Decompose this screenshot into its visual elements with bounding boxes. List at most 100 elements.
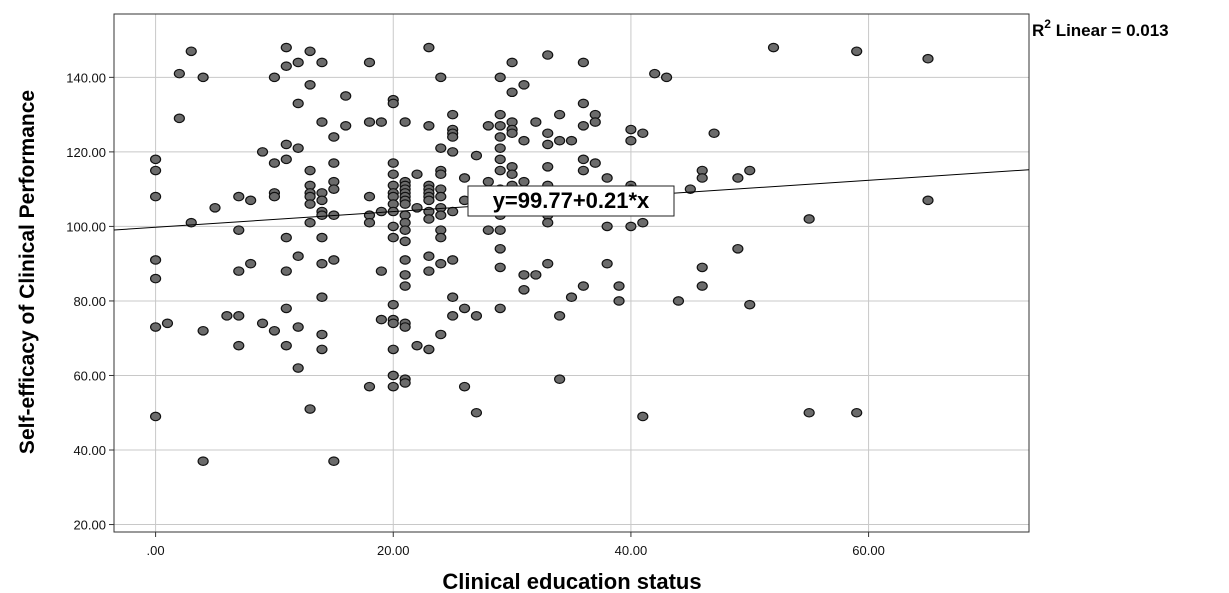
data-point	[423, 214, 435, 224]
data-point	[637, 128, 649, 139]
data-point	[161, 318, 174, 329]
data-point	[280, 154, 292, 165]
data-point	[494, 132, 506, 142]
data-point	[233, 191, 245, 202]
data-point	[744, 165, 756, 176]
data-point	[423, 195, 435, 206]
data-point	[435, 169, 447, 180]
data-point	[316, 292, 328, 303]
data-point	[149, 322, 162, 332]
data-point	[387, 370, 399, 381]
data-point	[423, 120, 435, 131]
data-point	[316, 195, 328, 206]
data-point	[447, 255, 459, 265]
data-point	[304, 46, 316, 57]
data-point	[542, 50, 554, 60]
data-point	[375, 314, 387, 325]
r2-text: Linear = 0.013	[1051, 21, 1169, 40]
data-point	[577, 165, 589, 176]
data-point	[506, 128, 518, 139]
data-point	[197, 72, 209, 83]
data-point	[292, 251, 304, 262]
data-point	[173, 68, 185, 79]
data-point	[233, 225, 245, 235]
data-point	[292, 322, 304, 332]
y-tick-label: 60.00	[73, 368, 106, 383]
data-point	[732, 173, 744, 183]
data-point	[625, 135, 637, 146]
data-point	[292, 98, 304, 109]
data-point	[542, 217, 554, 228]
data-point	[340, 120, 352, 131]
data-point	[458, 303, 471, 314]
data-point	[518, 135, 530, 146]
data-point	[328, 184, 340, 194]
data-point	[458, 173, 471, 183]
data-point	[185, 46, 197, 57]
data-point	[494, 165, 506, 176]
data-point	[506, 57, 518, 68]
data-point	[387, 221, 399, 232]
data-point	[316, 210, 328, 221]
data-point	[316, 344, 328, 355]
data-point	[435, 191, 447, 202]
data-point	[399, 236, 411, 247]
data-point	[411, 169, 423, 180]
data-point	[423, 42, 435, 53]
data-point	[447, 109, 459, 120]
data-point	[304, 217, 316, 228]
data-point	[245, 258, 257, 269]
data-point	[625, 221, 637, 232]
data-point	[554, 109, 566, 120]
data-point	[851, 407, 863, 418]
data-point	[280, 266, 292, 276]
data-point	[292, 143, 304, 153]
data-point	[149, 191, 162, 202]
data-point	[316, 329, 328, 340]
data-point	[328, 158, 340, 168]
data-point	[149, 411, 162, 422]
data-point	[530, 270, 542, 280]
data-point	[601, 258, 613, 269]
data-point	[732, 243, 744, 254]
data-point	[447, 206, 459, 217]
data-point	[922, 195, 934, 206]
data-point	[494, 154, 506, 165]
data-point	[494, 120, 506, 131]
data-point	[268, 158, 281, 168]
plot-frame	[113, 13, 1030, 533]
data-point	[209, 202, 221, 213]
data-point	[268, 72, 281, 83]
data-points	[149, 42, 934, 466]
data-point	[411, 340, 423, 351]
y-axis-title: Self-efficacy of Clinical Performance	[16, 90, 39, 454]
data-point	[387, 344, 399, 355]
data-point	[518, 284, 530, 295]
data-point	[494, 303, 506, 314]
data-point	[613, 281, 625, 291]
data-point	[423, 344, 435, 355]
data-point	[149, 165, 162, 176]
data-point	[423, 266, 435, 276]
data-point	[577, 57, 589, 68]
data-point	[399, 322, 411, 332]
data-point	[494, 262, 506, 273]
data-point	[256, 318, 269, 329]
data-point	[173, 113, 185, 124]
data-point	[363, 217, 376, 228]
data-point	[233, 266, 245, 276]
data-point	[577, 154, 589, 165]
data-point	[280, 61, 292, 71]
data-point	[387, 232, 399, 243]
data-point	[577, 281, 589, 291]
data-point	[494, 72, 506, 83]
data-point	[280, 303, 292, 314]
data-point	[399, 117, 411, 127]
data-point	[399, 199, 411, 209]
data-point	[601, 221, 613, 232]
data-point	[233, 340, 245, 351]
data-point	[328, 456, 340, 466]
data-point	[268, 191, 281, 202]
data-point	[696, 262, 708, 273]
